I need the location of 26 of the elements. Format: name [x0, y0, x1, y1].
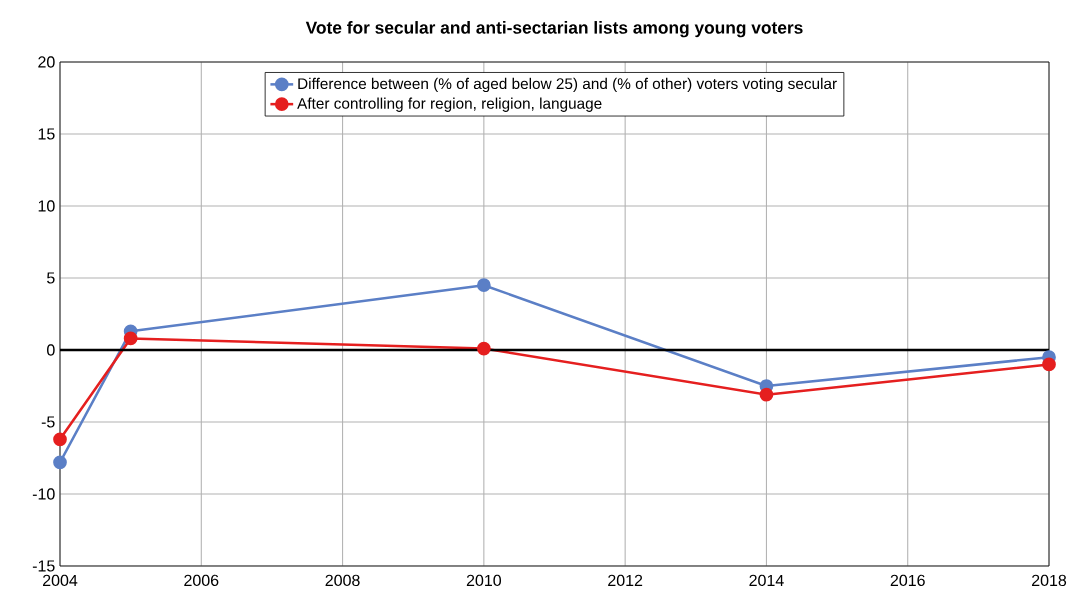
y-tick-label: 10 — [38, 200, 55, 212]
point — [1042, 357, 1056, 372]
x-tick-label: 2006 — [184, 574, 219, 587]
point — [53, 432, 67, 447]
y-tick-label: 5 — [47, 272, 55, 284]
point — [123, 331, 138, 346]
y-tick-label: -5 — [41, 416, 55, 428]
chart-title: Vote for secular and anti-sectarian lists among young voters — [305, 21, 803, 38]
y-tick-label: 0 — [47, 344, 55, 356]
x-tick-label: 2014 — [749, 574, 784, 587]
legend-label: After controlling for region, religion, language — [297, 97, 602, 112]
x-tick-label: 2010 — [466, 574, 502, 587]
x-tick-label: 2018 — [1032, 574, 1067, 587]
y-tick-label: 20 — [38, 56, 55, 68]
y-tick-label: -15 — [32, 560, 55, 572]
point — [476, 278, 491, 293]
point — [759, 387, 774, 402]
x-tick-label: 2004 — [43, 574, 78, 587]
x-tick-label: 2012 — [608, 574, 643, 587]
x-tick-label: 2016 — [890, 574, 925, 587]
point — [53, 455, 67, 470]
y-tick-label: -10 — [32, 488, 55, 500]
x-tick-label: 2008 — [325, 574, 360, 587]
y-tick-label: 15 — [38, 128, 55, 140]
legend-label: Difference between (% of aged below 25) and (% of other) voters voting secular — [298, 77, 837, 93]
point — [476, 341, 491, 356]
